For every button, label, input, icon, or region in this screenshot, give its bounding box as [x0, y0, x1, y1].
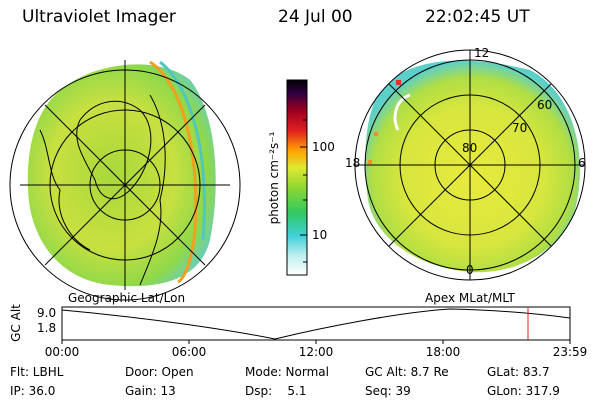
mlt-label: 0: [466, 263, 474, 277]
footer-field: Gain: 13: [125, 384, 176, 398]
latitude-label: 70: [512, 121, 527, 135]
footer: Flt: LBHL Door: Open Mode: Normal GC Alt: 8…: [10, 365, 560, 398]
mlt-label: 18: [345, 156, 360, 170]
left-image-label: Geographic Lat/Lon: [68, 291, 185, 305]
date: 24 Jul 00: [278, 7, 353, 27]
footer-field: Dsp: 5.1: [245, 384, 307, 398]
footer-field: Flt: LBHL: [10, 365, 64, 379]
right-image-label: Apex MLat/MLT: [425, 291, 515, 305]
altitude-xticks: 00:00 06:00 12:00 18:00 23:59: [45, 340, 588, 359]
altitude-xtick-label: 00:00: [45, 345, 80, 359]
altitude-xtick-label: 23:59: [553, 345, 588, 359]
colorbar-ticks: [300, 119, 307, 263]
altitude-xtick-label: 06:00: [172, 345, 207, 359]
mlt-label: 6: [578, 156, 586, 170]
altitude-plot-frame: [61, 306, 571, 341]
footer-field: GC Alt: 8.7 Re: [365, 365, 449, 379]
geographic-image: [9, 60, 241, 301]
latitude-label: 80: [462, 141, 477, 155]
footer-field: GLat: 83.7: [487, 365, 550, 379]
footer-field: Mode: Normal: [245, 365, 329, 379]
footer-field: Seq: 39: [365, 384, 411, 398]
time: 22:02:45 UT: [425, 7, 530, 27]
polar-image: [354, 49, 586, 281]
footer-field: IP: 36.0: [10, 384, 55, 398]
footer-field: GLon: 317.9: [487, 384, 560, 398]
altitude-xtick-label: 18:00: [426, 345, 461, 359]
altitude-ylabel: GC Alt: [9, 304, 23, 342]
mlt-label: 12: [474, 46, 489, 60]
colorbar: [286, 79, 308, 276]
title: Ultraviolet Imager: [22, 7, 176, 27]
altitude-ytick: 9.0: [37, 306, 56, 320]
footer-field: Door: Open: [125, 365, 194, 379]
altitude-curve: [61, 308, 571, 340]
latitude-label: 60: [537, 98, 552, 112]
altitude-xtick-label: 12:00: [299, 345, 334, 359]
colorbar-tick-label: 100: [312, 140, 335, 154]
altitude-ytick: 1.8: [37, 321, 56, 335]
colorbar-label: photon cm⁻²s⁻¹: [267, 131, 281, 224]
colorbar-tick-label: 10: [312, 228, 327, 242]
